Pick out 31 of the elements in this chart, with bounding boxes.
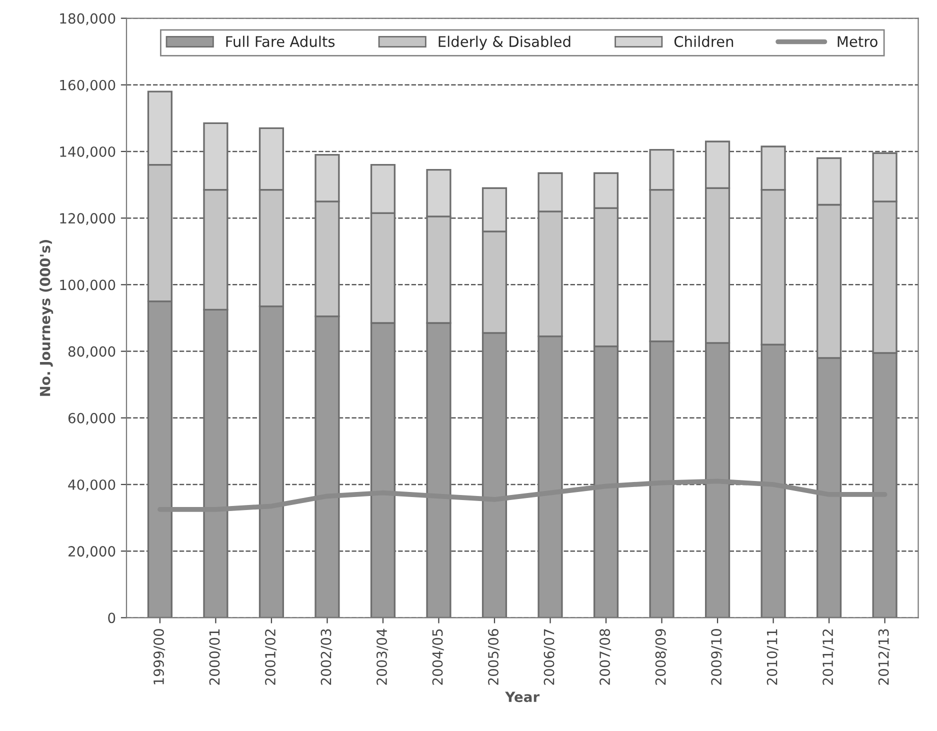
x-tick-label: 2008/09 xyxy=(655,629,667,685)
legend-label: Metro xyxy=(838,36,878,48)
y-tick-label: 80,000 xyxy=(68,346,116,358)
x-tick-label: 2003/04 xyxy=(376,628,388,685)
legend-label: Elderly & Disabled xyxy=(438,36,570,50)
x-tick-label: 2004/05 xyxy=(432,629,444,685)
y-tick-label: 100,000 xyxy=(60,280,116,292)
x-tick-label: 2006/07 xyxy=(544,629,556,685)
x-tick-label: 2007/08 xyxy=(600,629,612,685)
x-tick-label: 2011/12 xyxy=(822,630,834,685)
legend-label: Children xyxy=(674,36,734,48)
x-tick-label: 2000/01 xyxy=(209,629,221,685)
y-tick-label: 180,000 xyxy=(60,13,116,26)
line-series xyxy=(158,478,888,512)
x-tick-label: 2010/11 xyxy=(766,629,778,685)
legend-label: Full Fare Adults xyxy=(226,36,335,48)
y-tick-label: 60,000 xyxy=(68,412,116,425)
y-tick-label: 40,000 xyxy=(68,479,116,492)
x-axis-title: Year xyxy=(505,692,540,702)
y-tick-label: 140,000 xyxy=(60,146,116,158)
y-tick-label: 120,000 xyxy=(60,213,116,225)
y-tick-label: 20,000 xyxy=(68,546,116,558)
x-tick-label: 2002/03 xyxy=(320,629,332,685)
x-tick-label: 2005/06 xyxy=(488,628,500,685)
x-tick-label: 2012/13 xyxy=(878,629,890,685)
x-tick-label: 2001/02 xyxy=(264,630,277,685)
y-tick-label: 0 xyxy=(108,612,116,624)
x-tick-label: 2009/10 xyxy=(711,629,723,685)
y-tick-label: 160,000 xyxy=(60,80,116,92)
x-tick-label: 1999/00 xyxy=(153,629,166,684)
y-axis-title: No. Journeys (000's) xyxy=(40,240,54,396)
